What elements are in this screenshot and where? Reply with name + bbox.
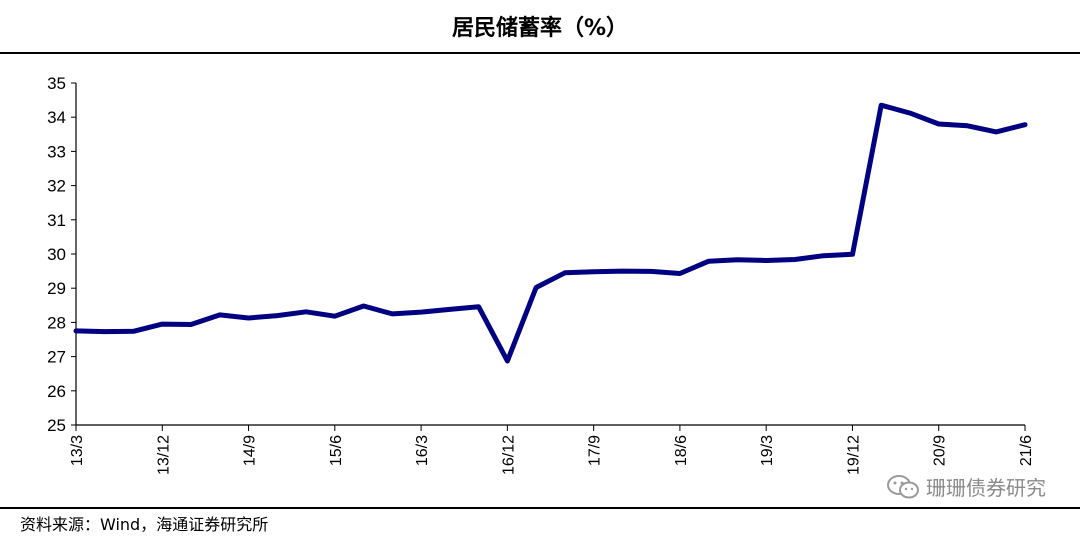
- data-point: [102, 329, 107, 334]
- data-point: [534, 285, 539, 290]
- data-point: [304, 309, 309, 314]
- data-point: [706, 259, 711, 264]
- data-point: [879, 103, 884, 108]
- x-tick-label: 13/3: [69, 435, 86, 466]
- x-tick-label: 20/9: [932, 435, 949, 466]
- x-tick-label: 19/12: [845, 435, 862, 475]
- footer-divider: [0, 507, 1080, 509]
- data-point: [821, 253, 826, 258]
- data-point: [419, 310, 424, 315]
- y-tick-label: 35: [47, 74, 66, 93]
- chart-title: 居民储蓄率（%）: [451, 16, 629, 41]
- data-point: [246, 315, 251, 320]
- watermark-text: 珊珊债券研究: [926, 476, 1046, 500]
- data-point: [447, 307, 452, 312]
- data-point: [1023, 122, 1027, 127]
- data-point: [649, 269, 654, 274]
- data-point: [735, 257, 740, 262]
- y-tick-label: 30: [47, 245, 66, 264]
- chart-axes: [75, 83, 1025, 426]
- x-tick-label: 13/12: [155, 435, 172, 475]
- y-tick-label: 26: [47, 382, 66, 401]
- data-point: [275, 313, 280, 318]
- data-point: [476, 304, 481, 309]
- y-tick-label: 33: [47, 142, 66, 161]
- y-axis-ticks: 25 26 27 28 29 30 31 32 33 34 35: [47, 74, 76, 435]
- data-point: [562, 270, 567, 275]
- data-point: [994, 129, 999, 134]
- x-axis-ticks: 13/3 13/12 14/9 15/6 16/3 16/12 17/9 18/6 19/3 19…: [69, 425, 1035, 475]
- x-tick-label: 16/12: [500, 435, 517, 475]
- x-tick-label: 14/9: [242, 435, 259, 466]
- data-point: [361, 303, 366, 308]
- data-point: [591, 269, 596, 274]
- data-point: [131, 329, 136, 334]
- data-point: [850, 252, 855, 257]
- x-tick-label: 19/3: [759, 435, 776, 466]
- x-tick-label: 16/3: [414, 435, 431, 466]
- y-tick-label: 25: [47, 416, 66, 435]
- y-tick-label: 31: [47, 211, 66, 230]
- line-chart: 25 26 27 28 29 30 31 32 33 34 35 13/3 13/12 14/9 15/6…: [47, 74, 1035, 475]
- data-point: [189, 322, 194, 327]
- data-point: [907, 111, 912, 116]
- data-point: [74, 328, 78, 333]
- y-tick-label: 27: [47, 348, 66, 367]
- data-point: [217, 312, 222, 317]
- series-line: [73, 102, 1028, 364]
- data-point: [677, 271, 682, 276]
- data-point: [764, 258, 769, 263]
- plot-area: [73, 102, 1028, 364]
- y-tick-label: 29: [47, 279, 66, 298]
- y-tick-label: 34: [47, 108, 66, 127]
- data-point: [332, 314, 337, 319]
- data-point: [936, 122, 941, 127]
- x-tick-label: 21/6: [1018, 435, 1035, 466]
- x-tick-label: 17/9: [587, 435, 604, 466]
- data-point: [792, 257, 797, 262]
- watermark: 珊珊债券研究: [886, 472, 1046, 501]
- data-point: [160, 322, 165, 327]
- data-point: [965, 123, 970, 128]
- data-point: [505, 359, 510, 364]
- data-point: [390, 311, 395, 316]
- source-note: 资料来源：Wind，海通证券研究所: [20, 515, 269, 534]
- title-divider: [0, 52, 1080, 54]
- y-tick-label: 28: [47, 313, 66, 332]
- wechat-icon: [887, 474, 919, 498]
- x-tick-label: 18/6: [673, 435, 690, 466]
- y-tick-label: 32: [47, 177, 66, 196]
- x-tick-label: 15/6: [328, 435, 345, 466]
- data-point: [620, 269, 625, 274]
